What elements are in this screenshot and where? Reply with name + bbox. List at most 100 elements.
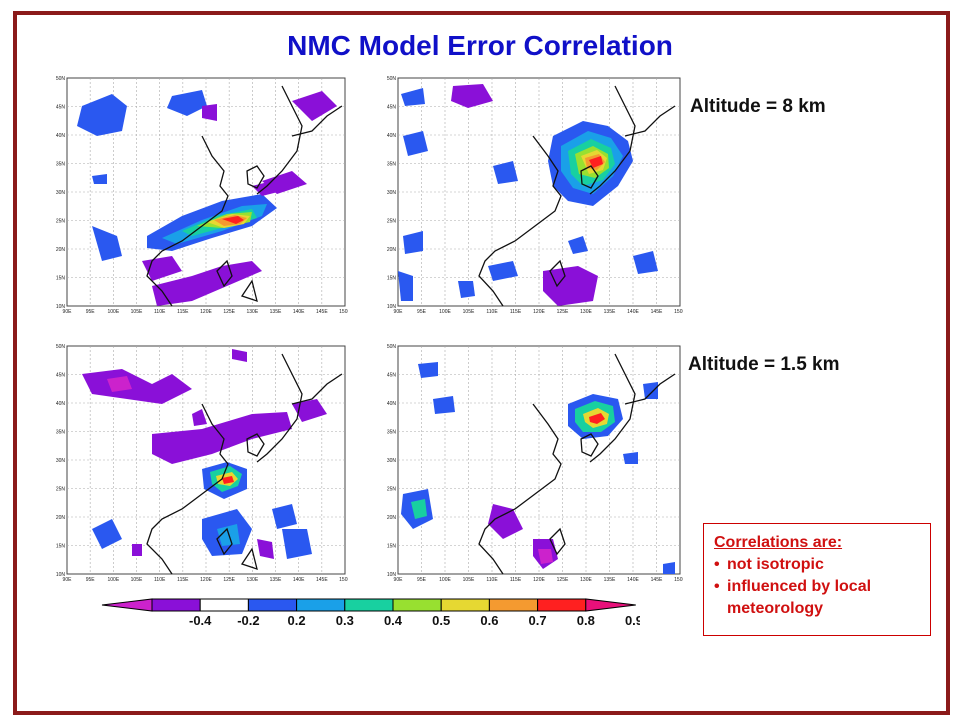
note-item-meteorology: meteorology bbox=[727, 600, 824, 617]
note-item-not-isotropic: • not isotropic bbox=[714, 556, 824, 573]
lat-tick-label: 10N bbox=[387, 572, 397, 578]
lat-tick-label: 35N bbox=[56, 430, 66, 436]
lat-tick-label: 35N bbox=[56, 162, 66, 168]
lat-tick-label: 15N bbox=[56, 276, 66, 282]
map-panel-8km-right: 50N 45N 40N 35N 30N 25N 20N 15N 10N 90E 95E 100E 10… bbox=[383, 76, 683, 314]
lat-tick-label: 25N bbox=[387, 219, 397, 225]
lon-tick-label: 135E bbox=[604, 577, 616, 582]
lat-tick-label: 45N bbox=[56, 105, 66, 111]
lat-tick-label: 40N bbox=[387, 133, 397, 139]
colorbar-segment bbox=[199, 598, 249, 612]
lon-tick-label: 90E bbox=[63, 577, 73, 582]
lon-tick-label: 125E bbox=[223, 309, 235, 314]
colorbar-label: 0.7 bbox=[529, 613, 547, 628]
colorbar-segment bbox=[440, 598, 490, 612]
lat-tick-label: 40N bbox=[387, 401, 397, 407]
lon-tick-label: 145E bbox=[316, 577, 328, 582]
note-box: Correlations are: • not isotropic • influe… bbox=[703, 523, 931, 636]
lon-tick-label: 100E bbox=[107, 309, 119, 314]
lat-tick-label: 50N bbox=[387, 344, 397, 350]
lon-tick-label: 150E bbox=[674, 309, 683, 314]
note-heading: Correlations are: bbox=[714, 534, 843, 551]
lon-tick-label: 150E bbox=[674, 577, 683, 582]
lon-tick-label: 95E bbox=[417, 577, 427, 582]
altitude-label-8km: Altitude = 8 km bbox=[690, 96, 826, 117]
lon-tick-label: 130E bbox=[580, 309, 592, 314]
colorbar-label: 0.2 bbox=[288, 613, 306, 628]
lat-tick-label: 45N bbox=[56, 373, 66, 379]
lon-tick-label: 90E bbox=[394, 577, 404, 582]
lat-tick-label: 45N bbox=[387, 373, 397, 379]
lat-tick-label: 50N bbox=[387, 76, 397, 82]
lon-tick-label: 140E bbox=[293, 309, 305, 314]
lon-tick-label: 110E bbox=[486, 309, 498, 314]
altitude-label-1-5km: Altitude = 1.5 km bbox=[688, 354, 840, 375]
colorbar-label: 0.8 bbox=[577, 613, 595, 628]
map-panel-8km-left: 50N 45N 40N 35N 30N 25N 20N 15N 10N 90E 95E 100E 10… bbox=[52, 76, 348, 314]
lon-tick-label: 135E bbox=[604, 309, 616, 314]
lon-tick-label: 95E bbox=[417, 309, 427, 314]
colorbar-label: 0.9 bbox=[625, 613, 640, 628]
lat-tick-label: 30N bbox=[56, 458, 66, 464]
colorbar-segment bbox=[101, 598, 153, 612]
lon-tick-label: 145E bbox=[651, 577, 663, 582]
colorbar-segment bbox=[296, 598, 346, 612]
lon-tick-label: 105E bbox=[463, 309, 475, 314]
lat-tick-label: 10N bbox=[387, 304, 397, 310]
lon-tick-label: 115E bbox=[177, 577, 189, 582]
colorbar-segment bbox=[247, 598, 298, 612]
lon-tick-label: 105E bbox=[131, 577, 143, 582]
lat-tick-label: 20N bbox=[387, 515, 397, 521]
lat-tick-label: 20N bbox=[56, 247, 66, 253]
lon-tick-label: 115E bbox=[177, 309, 189, 314]
colorbar-label: 0.4 bbox=[384, 613, 403, 628]
colorbar-segment bbox=[344, 598, 394, 612]
lon-tick-label: 105E bbox=[463, 577, 475, 582]
lon-tick-label: 120E bbox=[200, 577, 212, 582]
lon-tick-label: 90E bbox=[63, 309, 73, 314]
lon-tick-label: 95E bbox=[86, 577, 96, 582]
lon-tick-label: 125E bbox=[223, 577, 235, 582]
lon-tick-label: 95E bbox=[86, 309, 96, 314]
lon-tick-label: 115E bbox=[510, 577, 522, 582]
colorbar-label: 0.3 bbox=[336, 613, 354, 628]
lon-tick-label: 135E bbox=[270, 577, 282, 582]
lon-tick-label: 110E bbox=[154, 309, 166, 314]
lon-tick-label: 120E bbox=[200, 309, 212, 314]
colorbar-label: -0.4 bbox=[189, 613, 212, 628]
colorbar: -0.4 -0.2 0.2 0.3 0.4 0.5 0.6 0.7 0.8 0.9 bbox=[100, 597, 643, 636]
lon-tick-label: 130E bbox=[246, 309, 258, 314]
lat-tick-label: 30N bbox=[56, 190, 66, 196]
lon-tick-label: 140E bbox=[627, 309, 639, 314]
colorbar-label: 0.6 bbox=[480, 613, 498, 628]
slide-frame bbox=[13, 11, 950, 715]
lon-tick-label: 115E bbox=[510, 309, 522, 314]
lat-tick-label: 30N bbox=[387, 190, 397, 196]
lat-tick-label: 40N bbox=[56, 133, 66, 139]
lon-tick-label: 120E bbox=[533, 577, 545, 582]
lon-tick-label: 125E bbox=[557, 577, 569, 582]
lon-tick-label: 100E bbox=[439, 577, 451, 582]
lon-tick-label: 135E bbox=[270, 309, 282, 314]
lat-tick-label: 20N bbox=[56, 515, 66, 521]
lon-tick-label: 110E bbox=[486, 577, 498, 582]
lat-tick-label: 15N bbox=[56, 544, 66, 550]
lat-tick-label: 10N bbox=[56, 572, 66, 578]
lat-tick-label: 35N bbox=[387, 162, 397, 168]
lat-tick-label: 35N bbox=[387, 430, 397, 436]
lon-tick-label: 105E bbox=[131, 309, 143, 314]
colorbar-label: 0.5 bbox=[432, 613, 450, 628]
colorbar-label: -0.2 bbox=[237, 613, 259, 628]
lon-tick-label: 100E bbox=[107, 577, 119, 582]
lat-tick-label: 30N bbox=[387, 458, 397, 464]
lat-tick-label: 50N bbox=[56, 76, 66, 82]
lat-tick-label: 40N bbox=[56, 401, 66, 407]
lon-tick-label: 120E bbox=[533, 309, 545, 314]
lon-tick-label: 110E bbox=[154, 577, 166, 582]
note-item-influenced: • influenced by local bbox=[714, 578, 872, 595]
lat-tick-label: 25N bbox=[387, 487, 397, 493]
colorbar-segment bbox=[488, 598, 539, 612]
lat-tick-label: 10N bbox=[56, 304, 66, 310]
lat-tick-label: 25N bbox=[56, 219, 66, 225]
map-panel-1-5km-right: 50N 45N 40N 35N 30N 25N 20N 15N 10N 90E 95E 100E 10… bbox=[383, 344, 683, 582]
